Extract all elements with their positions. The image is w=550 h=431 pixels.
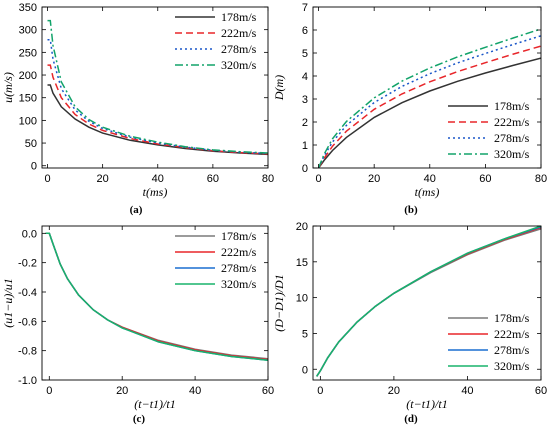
y-tick-label: -1.0 — [18, 375, 37, 387]
legend: 178m/s 222m/s 278m/s 320m/s — [448, 99, 530, 161]
chart-panel-b: 0 20 40 60 80 0 1 2 3 4 5 6 7 t(ms) D(m) 178m/s 222m/s 27… — [272, 2, 547, 216]
legend-label: 178m/s — [494, 99, 530, 113]
x-tick-label: 0 — [46, 385, 52, 397]
x-tick-label: 0 — [44, 173, 50, 185]
chart-panel-c: 0 20 40 60 0.0 -0.2 -0.4 -0.6 -0.8 -1.0 (t−t1)/t1 (… — [1, 225, 274, 425]
x-axis-label: (t−t1)/t1 — [406, 397, 447, 411]
panel-label: (d) — [404, 413, 418, 425]
y-tick-label: 0.0 — [22, 228, 37, 240]
x-tick-label: 20 — [388, 385, 400, 397]
x-tick-label: 60 — [535, 385, 547, 397]
y-tick-label: 7 — [302, 2, 308, 14]
y-tick-label: -0.4 — [18, 287, 37, 299]
y-tick-label: -0.6 — [18, 316, 37, 328]
panel-label: (b) — [404, 204, 418, 216]
y-tick-label: 1 — [302, 140, 308, 152]
y-tick-label: 350 — [19, 2, 37, 14]
chart-panel-d: 0 20 40 60 0 5 10 15 20 (t−t1)/t1 (D−D1)/D1 178m/s 2… — [272, 221, 547, 425]
chart-panel-a: 0 20 40 60 80 0 50 100 150 200 250 300 350 t(ms) u(m/s… — [1, 2, 274, 216]
x-tick-label: 0 — [315, 173, 321, 185]
y-tick-label: -0.8 — [18, 346, 37, 358]
plot-frame — [312, 6, 542, 169]
y-tick-label: 4 — [302, 71, 308, 83]
y-tick-label: 0 — [302, 364, 308, 376]
x-tick-label: 40 — [461, 385, 473, 397]
legend-label: 178m/s — [221, 10, 257, 24]
series-line-2 — [317, 45, 541, 168]
series-line-4 — [316, 226, 541, 377]
y-tick-label: 20 — [296, 221, 308, 233]
series-line-1 — [317, 57, 541, 168]
y-tick-label: 6 — [302, 25, 308, 37]
series-line-4 — [317, 28, 541, 168]
plot-frame — [312, 225, 542, 381]
legend-label: 278m/s — [494, 131, 530, 145]
x-tick-label: 20 — [368, 173, 380, 185]
y-tick-label: 2 — [302, 117, 308, 129]
y-axis-label: D(m) — [272, 75, 286, 101]
legend-label: 320m/s — [221, 58, 257, 72]
y-tick-label: 15 — [296, 257, 308, 269]
x-axis-label: t(ms) — [415, 185, 440, 199]
x-tick-label: 40 — [424, 173, 436, 185]
series-group — [47, 19, 268, 156]
y-tick-label: 10 — [296, 293, 308, 305]
y-tick-label: 100 — [19, 115, 37, 127]
series-line-3 — [47, 38, 268, 155]
plot-frame — [41, 6, 269, 169]
y-axis-label: (u1−u)/u1 — [1, 278, 15, 327]
x-tick-label: 80 — [535, 173, 547, 185]
legend-label: 278m/s — [494, 343, 530, 357]
y-tick-label: 300 — [19, 25, 37, 37]
x-tick-label: 20 — [116, 385, 128, 397]
y-tick-label: 0 — [31, 161, 37, 173]
y-tick-label: 150 — [19, 93, 37, 105]
x-axis-label: (t−t1)/t1 — [134, 397, 175, 411]
x-tick-label: 60 — [207, 173, 219, 185]
legend-label: 222m/s — [494, 327, 530, 341]
series-group — [316, 226, 541, 377]
x-axis-label: t(ms) — [143, 185, 168, 199]
plot-frame — [41, 225, 269, 381]
legend-label: 278m/s — [221, 261, 257, 275]
y-tick-label: 200 — [19, 70, 37, 82]
legend-label: 320m/s — [494, 359, 530, 373]
legend-label: 222m/s — [221, 26, 257, 40]
legend-label: 178m/s — [221, 229, 257, 243]
y-axis-label: (D−D1)/D1 — [272, 274, 286, 331]
legend: 178m/s 222m/s 278m/s 320m/s — [175, 229, 257, 291]
panel-label: (a) — [130, 204, 143, 216]
x-tick-label: 20 — [97, 173, 109, 185]
x-tick-label: 60 — [262, 385, 274, 397]
x-tick-label: 40 — [152, 173, 164, 185]
series-line-4 — [45, 232, 268, 361]
legend-label: 222m/s — [221, 245, 257, 259]
x-tick-label: 0 — [317, 385, 323, 397]
legend-label: 278m/s — [221, 42, 257, 56]
legend: 178m/s 222m/s 278m/s 320m/s — [175, 10, 257, 72]
x-tick-label: 60 — [479, 173, 491, 185]
series-line-4 — [47, 19, 268, 154]
series-line-2 — [47, 64, 268, 155]
series-group — [45, 232, 268, 361]
legend: 178m/s 222m/s 278m/s 320m/s — [448, 311, 530, 373]
y-tick-label: 5 — [302, 328, 308, 340]
series-group — [317, 28, 541, 168]
y-tick-label: 3 — [302, 94, 308, 106]
legend-label: 320m/s — [221, 277, 257, 291]
x-tick-label: 40 — [189, 385, 201, 397]
y-tick-label: 5 — [302, 48, 308, 60]
x-tick-label: 80 — [262, 173, 274, 185]
y-axis-label: u(m/s) — [1, 72, 15, 103]
legend-label: 320m/s — [494, 147, 530, 161]
legend-label: 178m/s — [494, 311, 530, 325]
legend-label: 222m/s — [494, 115, 530, 129]
panel-label: (c) — [133, 413, 146, 425]
y-tick-label: -0.2 — [18, 258, 37, 270]
y-tick-label: 0 — [302, 163, 308, 175]
y-tick-label: 250 — [19, 47, 37, 59]
y-tick-label: 50 — [25, 138, 37, 150]
